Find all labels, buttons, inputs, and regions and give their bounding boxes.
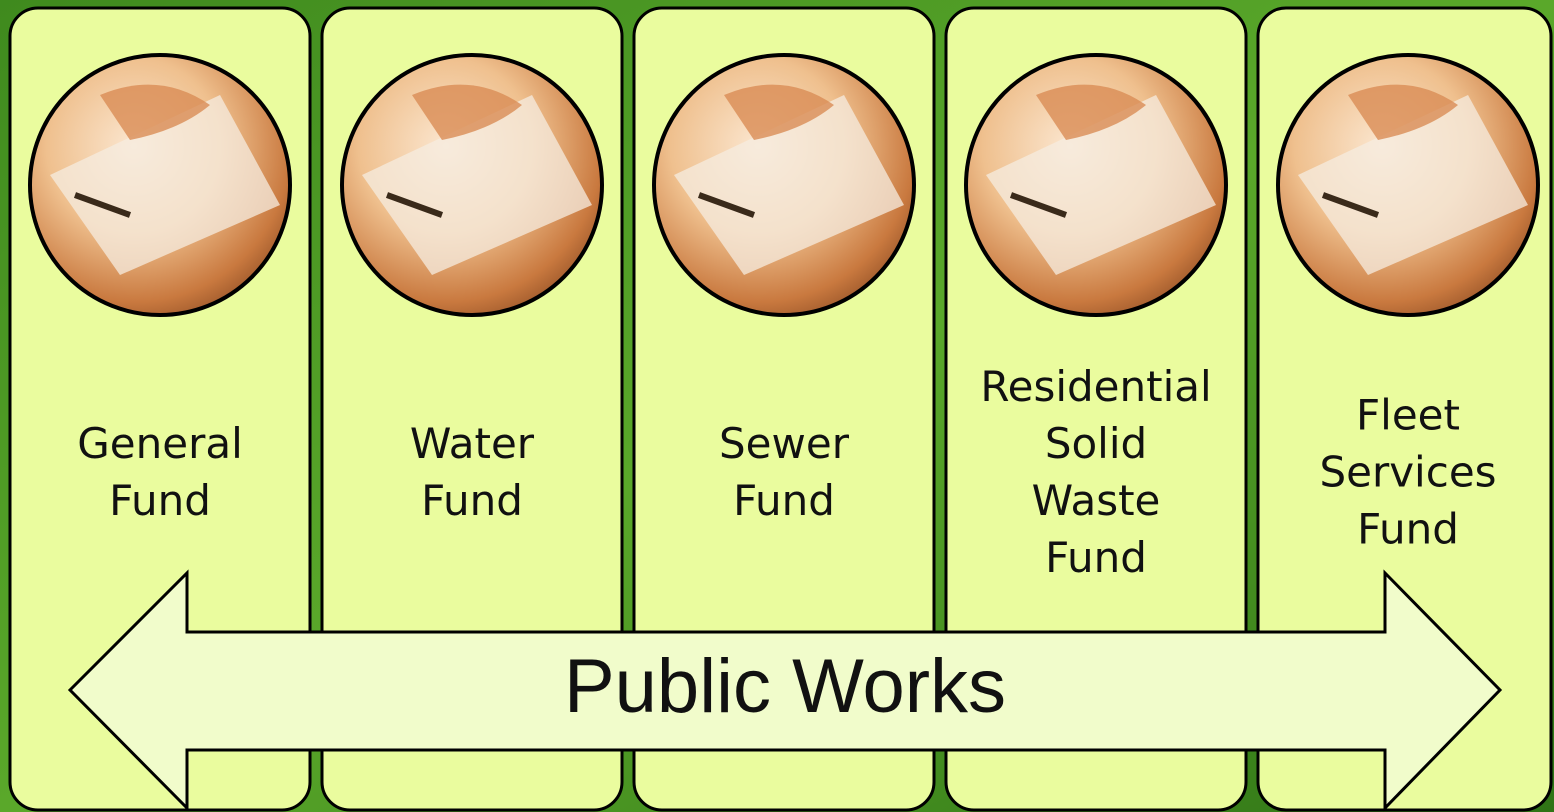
fund-label: Water: [410, 419, 535, 468]
page: General Fund Water Fund Sewer Fund Residential…: [0, 0, 1554, 812]
fund-label: Fleet: [1356, 391, 1460, 440]
fund-label: Fund: [421, 476, 523, 525]
fund-label: Residential: [980, 362, 1211, 411]
photo: [30, 55, 290, 315]
fund-label: Waste: [1032, 476, 1161, 525]
photo: [654, 55, 914, 315]
fund-label: Sewer: [719, 419, 850, 468]
fund-label: Fund: [1045, 533, 1147, 582]
photo: [966, 55, 1226, 315]
fund-label: Fund: [733, 476, 835, 525]
arrow-label: Public Works: [564, 644, 1006, 729]
diagram: General Fund Water Fund Sewer Fund Residential…: [0, 0, 1554, 812]
fund-label: Services: [1319, 448, 1496, 497]
fund-label: Solid: [1045, 419, 1147, 468]
fund-label: Fund: [1357, 505, 1459, 554]
fund-label: General: [77, 419, 243, 468]
photo: [1278, 55, 1538, 315]
photo: [342, 55, 602, 315]
fund-label: Fund: [109, 476, 211, 525]
